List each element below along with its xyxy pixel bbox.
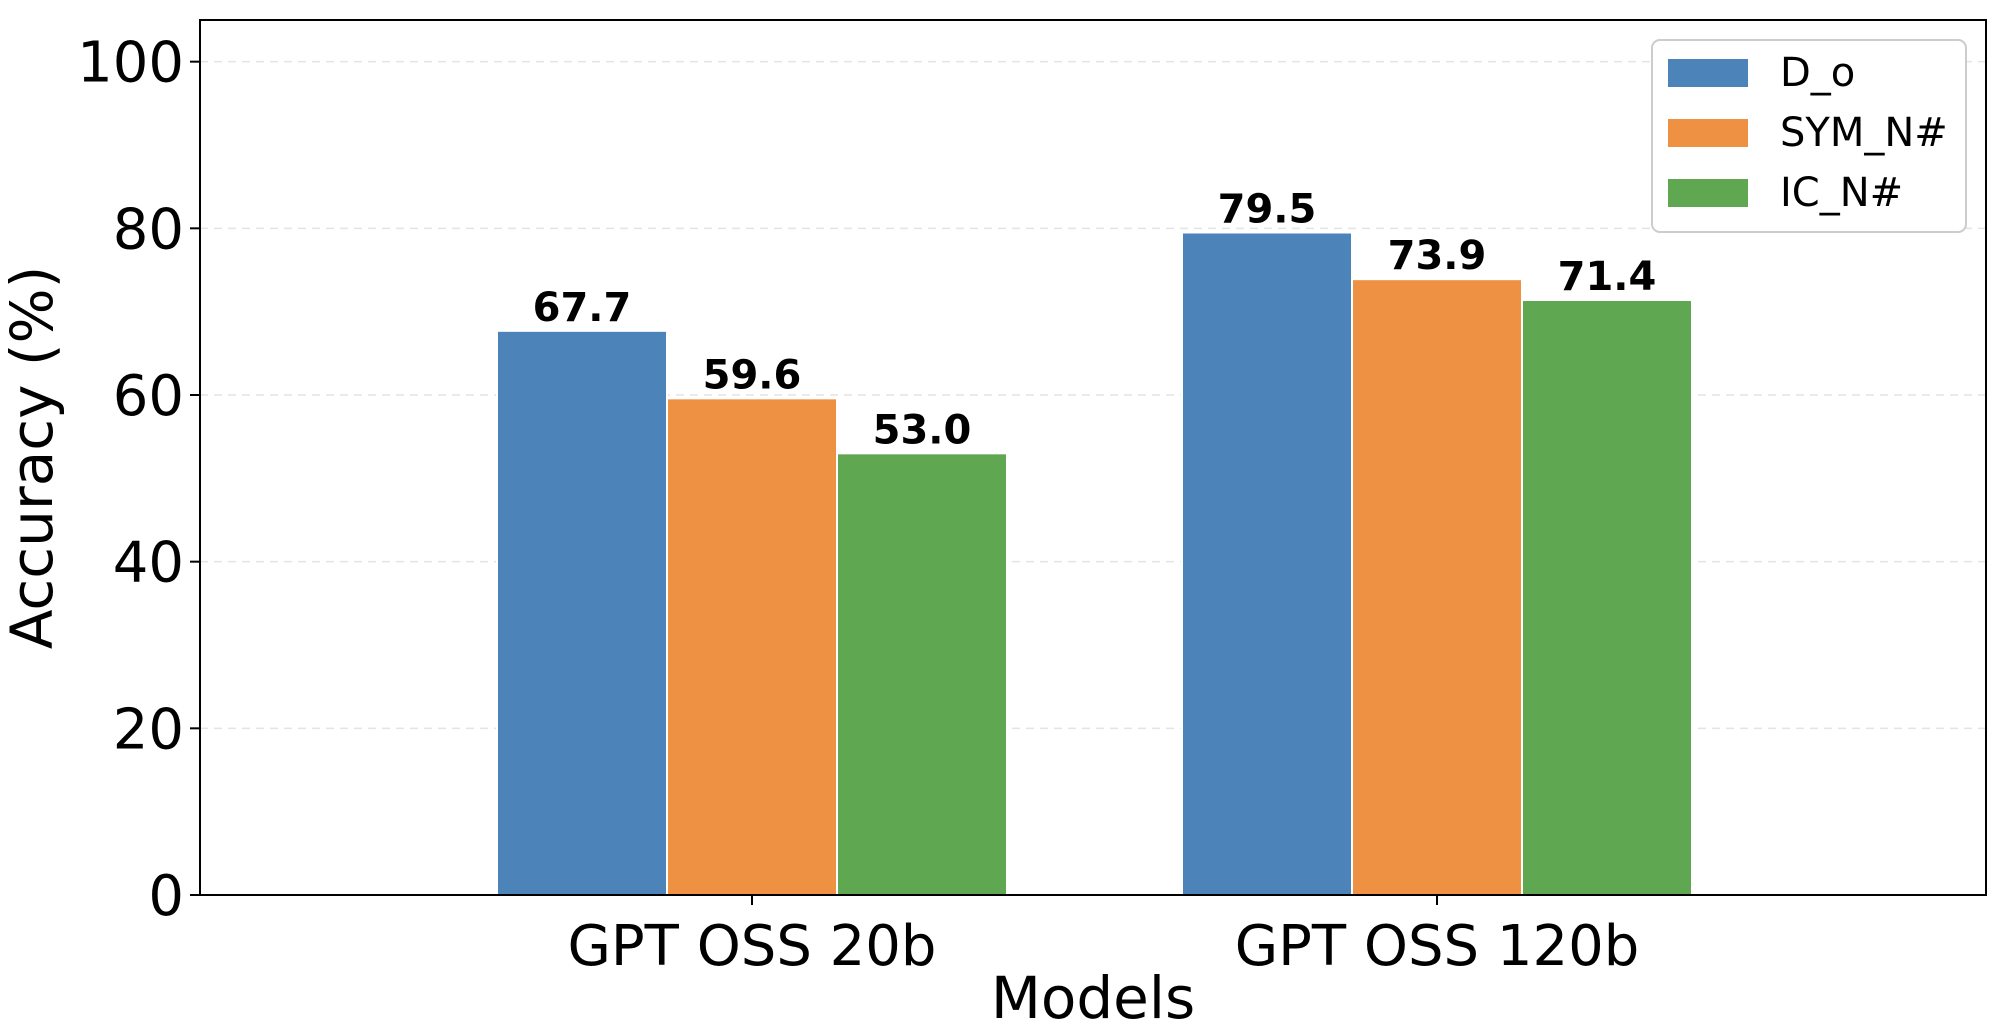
data-label-D_o-GPT OSS 20b: 67.7 xyxy=(533,285,632,331)
x-tick-label-1: GPT OSS 120b xyxy=(1235,914,1640,979)
data-labels: 67.7 59.6 53.0 79.5 73.9 71.4 xyxy=(533,187,1657,454)
x-tick-label-0: GPT OSS 20b xyxy=(568,914,937,979)
y-ticks: 0 20 40 60 80 100 xyxy=(77,31,200,929)
data-label-IC_N#-GPT OSS 20b: 53.0 xyxy=(873,407,972,453)
y-tick-label-0: 0 xyxy=(148,864,184,929)
y-tick-label-80: 80 xyxy=(113,197,184,262)
bar-SYM_N#-GPT OSS 120b xyxy=(1351,278,1523,896)
legend-swatch-SYM_N# xyxy=(1668,119,1748,147)
data-label-IC_N#-GPT OSS 120b: 71.4 xyxy=(1558,254,1657,300)
legend-swatch-D_o xyxy=(1668,59,1748,87)
y-tick-label-100: 100 xyxy=(77,31,184,96)
y-axis-title: Accuracy (%) xyxy=(0,266,66,650)
data-label-D_o-GPT OSS 120b: 79.5 xyxy=(1218,187,1317,233)
x-axis-title: Models xyxy=(991,964,1195,1032)
data-label-SYM_N#-GPT OSS 120b: 73.9 xyxy=(1388,233,1487,279)
legend-label-SYM_N#: SYM_N# xyxy=(1780,110,1948,156)
legend: D_o SYM_N# IC_N# xyxy=(1651,39,1967,233)
legend-swatch-IC_N# xyxy=(1668,179,1748,207)
bar-IC_N#-GPT OSS 120b xyxy=(1521,299,1693,896)
bar-D_o-GPT OSS 20b xyxy=(496,329,668,897)
legend-label-IC_N#: IC_N# xyxy=(1780,170,1903,216)
data-label-SYM_N#-GPT OSS 20b: 59.6 xyxy=(703,352,802,398)
bar-SYM_N#-GPT OSS 20b xyxy=(666,397,838,896)
y-tick-label-60: 60 xyxy=(113,364,184,429)
x-ticks: GPT OSS 20b GPT OSS 120b xyxy=(568,895,1640,979)
plot-frame xyxy=(199,19,1987,896)
legend-label-D_o: D_o xyxy=(1780,50,1855,96)
y-tick-label-40: 40 xyxy=(113,531,184,596)
bar-D_o-GPT OSS 120b xyxy=(1181,231,1353,896)
y-tick-label-20: 20 xyxy=(113,697,184,762)
bars xyxy=(496,231,1693,897)
bar-IC_N#-GPT OSS 20b xyxy=(836,452,1008,896)
